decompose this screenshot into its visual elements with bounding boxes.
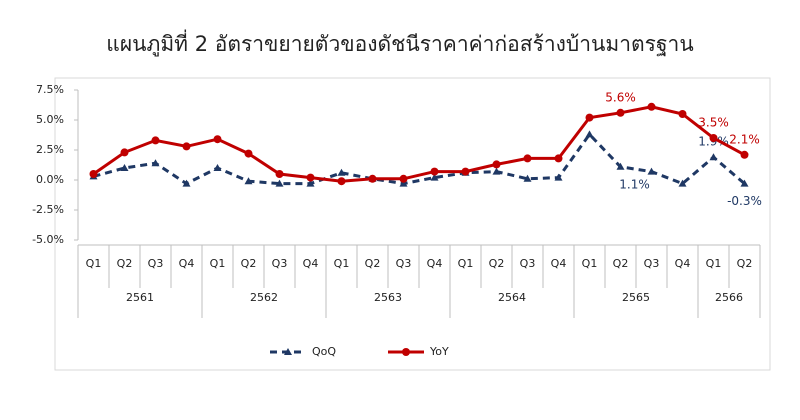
data-label: -0.3% (727, 194, 762, 208)
point (89, 170, 98, 178)
point (585, 113, 594, 122)
x-tick-label: Q3 (272, 257, 288, 270)
x-tick-label: Q1 (210, 257, 226, 270)
point (678, 179, 687, 187)
point (616, 108, 625, 117)
point (275, 179, 284, 187)
y-tick-label: -2.5% (32, 203, 64, 216)
chart-frame (54, 77, 771, 371)
x-tick-label: Q4 (303, 257, 319, 270)
point (182, 179, 191, 187)
point (647, 167, 656, 175)
point (492, 167, 501, 175)
point (213, 164, 222, 171)
x-tick-label: Q3 (520, 257, 536, 270)
x-tick-label: Q2 (489, 257, 505, 270)
x-tick-label: Q1 (706, 257, 722, 270)
data-label: 3.5% (698, 116, 729, 130)
x-tick-label: Q2 (365, 257, 381, 270)
legend-marker (402, 348, 410, 356)
legend-marker (284, 348, 292, 355)
x-tick-label: Q1 (582, 257, 598, 270)
point (430, 173, 439, 181)
series-line (93, 132, 746, 186)
point (709, 153, 718, 161)
point (306, 179, 315, 187)
group-label: 2564 (498, 291, 526, 304)
legend-label: QoQ (312, 345, 336, 358)
point (492, 160, 501, 169)
point (616, 162, 625, 170)
x-tick-label: Q3 (148, 257, 164, 270)
point (399, 179, 408, 187)
point (337, 177, 346, 186)
legend-label: YoY (429, 345, 449, 358)
point (120, 164, 129, 171)
point (740, 179, 749, 187)
point (151, 136, 160, 145)
y-tick-label: 5.0% (36, 113, 64, 126)
y-tick-label: -5.0% (32, 233, 64, 246)
point (678, 110, 687, 118)
point (554, 173, 563, 181)
series-line (92, 105, 746, 183)
point (647, 102, 656, 111)
x-tick-label: Q1 (458, 257, 474, 270)
y-tick-label: 7.5% (36, 83, 64, 96)
point (213, 135, 222, 144)
data-label: 5.6% (605, 90, 636, 104)
x-tick-label: Q2 (117, 257, 133, 270)
point (306, 173, 315, 182)
point (244, 177, 253, 185)
x-tick-label: Q1 (86, 257, 102, 270)
x-tick-label: Q2 (613, 257, 629, 270)
x-tick-label: Q4 (179, 257, 195, 270)
point (740, 150, 749, 159)
x-tick-label: Q3 (644, 257, 660, 270)
point (120, 148, 129, 157)
x-tick-label: Q3 (396, 257, 412, 270)
point (709, 134, 718, 142)
point (585, 130, 594, 138)
x-tick-label: Q4 (427, 257, 443, 270)
point (461, 167, 470, 176)
x-tick-label: Q2 (737, 257, 753, 270)
point (523, 154, 532, 163)
chart-title: แผนภูมิที่ 2 อัตราขยายตัวของดัชนีราคาค่า… (106, 29, 693, 57)
point (182, 142, 191, 151)
x-tick-label: Q2 (241, 257, 257, 270)
y-tick-label: 0.0% (36, 173, 64, 186)
data-label: 2.1% (729, 132, 760, 146)
data-label: 1.1% (619, 177, 650, 191)
point (430, 167, 439, 176)
point (337, 168, 346, 176)
point (275, 170, 284, 178)
point (523, 174, 532, 182)
group-label: 2566 (715, 291, 743, 304)
point (554, 154, 563, 163)
group-label: 2562 (250, 291, 278, 304)
point (368, 174, 377, 183)
x-tick-label: Q4 (675, 257, 691, 270)
x-tick-label: Q1 (334, 257, 350, 270)
point (399, 174, 408, 183)
y-tick-label: 2.5% (36, 143, 64, 156)
x-tick-label: Q4 (551, 257, 567, 270)
group-label: 2563 (374, 291, 402, 304)
group-label: 2565 (622, 291, 650, 304)
point (244, 149, 253, 158)
point (151, 159, 160, 167)
group-label: 2561 (126, 291, 154, 304)
